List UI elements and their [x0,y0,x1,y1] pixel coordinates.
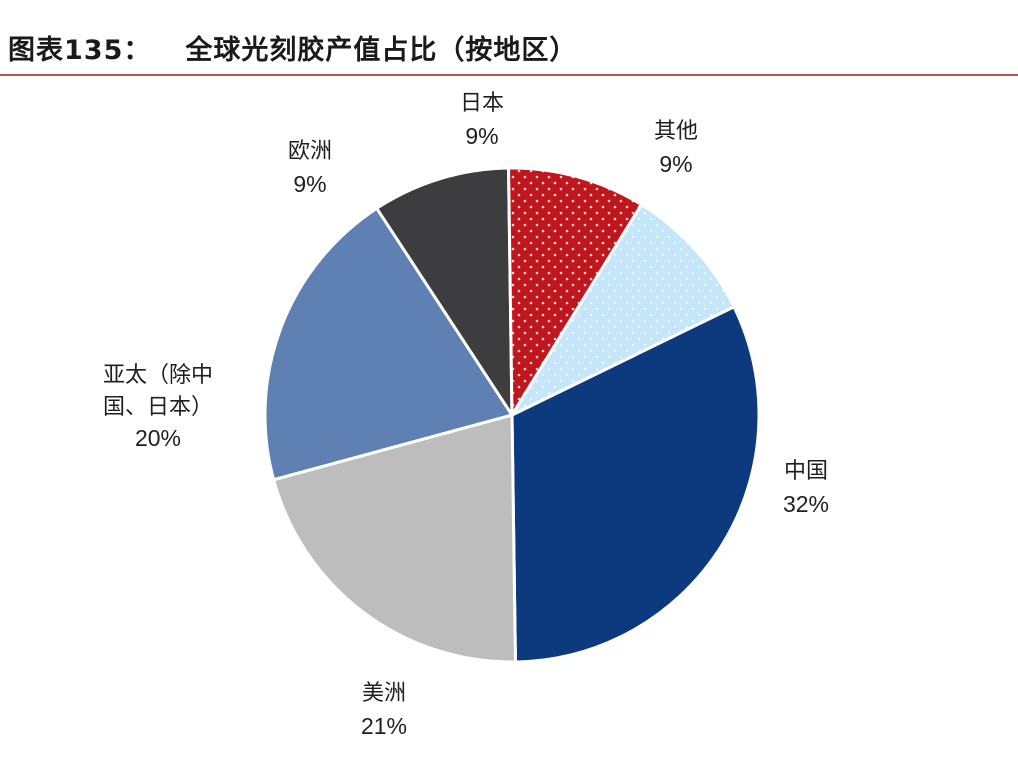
slice-label: 美洲 [362,681,406,706]
slice-value-label: 9% [465,123,498,149]
slice-label: 亚太（除中 [103,363,213,388]
pie-labels: 中国 32% 美洲 21% 亚太（除中国、日本） 20% 欧洲 9% 日本 9% 其他 9% [103,91,829,739]
slice-value-label: 9% [293,171,326,197]
slice-label: 欧洲 [288,139,332,164]
slice-value-label: 20% [135,425,181,451]
slice-label: 国、日本） [103,395,213,420]
slice-label: 日本 [460,91,504,116]
pie-slice [263,206,514,482]
slice-value-label: 32% [783,491,829,517]
pie-slice [375,166,514,417]
slice-label: 其他 [654,119,698,144]
pie-slice [510,305,761,664]
figure-title: 图表135： 全球光刻胶产值占比（按地区） [8,28,577,67]
slice-value-label: 9% [659,151,692,177]
slice-label: 中国 [784,459,828,484]
pie-slices [263,166,761,664]
slice-value-label: 21% [361,713,407,739]
pie-slice [510,203,736,417]
pie-slice [272,413,517,664]
figure-number: 图表135： [8,35,152,66]
pie-slice [507,166,643,417]
figure-header: 图表135： 全球光刻胶产值占比（按地区） [0,0,1018,76]
chart-title: 全球光刻胶产值占比（按地区） [185,35,578,66]
